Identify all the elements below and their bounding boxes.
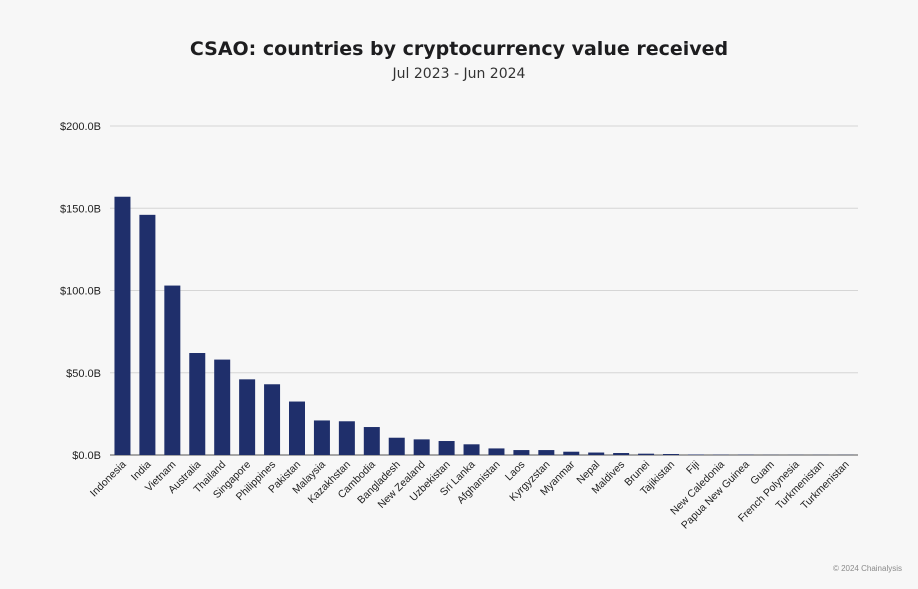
bar [289, 401, 305, 455]
y-tick-label: $100.0B [60, 286, 101, 298]
bar [488, 448, 505, 455]
bar [613, 453, 630, 455]
chart-subtitle: Jul 2023 - Jun 2024 [392, 66, 526, 82]
bar [189, 353, 206, 455]
bar [239, 379, 256, 455]
bar [663, 454, 679, 455]
x-tick-label: Indonesia [88, 459, 129, 500]
bar [388, 437, 405, 455]
bar [413, 439, 430, 455]
chart-title: CSAO: countries by cryptocurrency value … [189, 38, 729, 60]
copyright-footer: © 2024 Chainalysis [832, 564, 902, 573]
bar [313, 420, 330, 455]
x-tick-label: Fiji [684, 459, 702, 477]
bar [588, 452, 605, 455]
bar [638, 453, 655, 455]
y-tick-label: $50.0B [66, 368, 101, 380]
bar [438, 441, 455, 455]
y-tick-label: $150.0B [60, 203, 101, 215]
bar [563, 451, 580, 455]
bar [463, 444, 480, 455]
bar [164, 285, 181, 455]
bar [363, 427, 380, 455]
bar [114, 196, 131, 456]
bar [538, 450, 555, 455]
bar [513, 450, 530, 455]
bar [214, 359, 231, 455]
y-tick-label: $200.0B [60, 121, 101, 133]
bar [264, 384, 281, 455]
y-tick-label: $0.0B [72, 450, 101, 462]
bar [139, 214, 156, 455]
bar [338, 421, 355, 455]
